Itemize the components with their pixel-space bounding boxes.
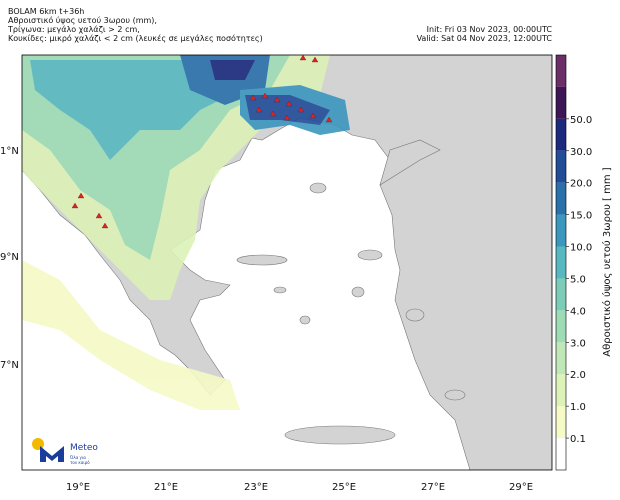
header-line: Valid: Sat 04 Nov 2023, 12:00UTC: [417, 34, 553, 43]
colorbar-label: 20.0: [570, 179, 592, 190]
colorbar-label: 2.0: [570, 370, 586, 381]
colorbar-swatch: [556, 246, 566, 279]
colorbar-swatch: [556, 118, 566, 151]
x-tick-label: 25°E: [332, 482, 356, 493]
header-line: BOLAM 6km t+36h: [8, 7, 84, 16]
logo-tagline: τον καιρό: [70, 460, 90, 465]
map: Meteo Όλα για τον καιρό: [22, 55, 552, 470]
colorbar-label: 15.0: [570, 211, 592, 222]
x-tick-label: 21°E: [154, 482, 178, 493]
colorbar-frame: [555, 54, 567, 471]
colorbar-swatch: [556, 438, 566, 470]
colorbar-swatch: [556, 55, 566, 87]
header-line: Τρίγωνα: μεγάλο χαλάζι > 2 cm,: [7, 25, 140, 34]
header: BOLAM 6km t+36h Αθροιστικό ύψος υετού 3ω…: [7, 7, 552, 43]
y-axis: 1°N 9°N 7°N: [0, 146, 19, 371]
colorbar-swatch: [556, 310, 566, 343]
colorbar-swatch: [556, 342, 566, 375]
logo-tagline: Όλα για: [69, 455, 86, 460]
header-line: Αθροιστικό ύψος υετού 3ωρου (mm),: [8, 15, 157, 25]
colorbar-swatch: [556, 406, 566, 439]
logo-name: Meteo: [70, 443, 98, 453]
colorbar-label: 4.0: [570, 306, 586, 317]
x-tick-label: 19°E: [66, 482, 90, 493]
x-tick-label: 27°E: [421, 482, 445, 493]
y-tick-label: 7°N: [0, 360, 19, 371]
x-tick-label: 23°E: [244, 482, 268, 493]
colorbar-swatch: [556, 278, 566, 311]
colorbar-label: 50.0: [570, 115, 592, 126]
colorbar-label: 3.0: [570, 338, 586, 349]
header-line: Init: Fri 03 Nov 2023, 00:00UTC: [427, 25, 553, 34]
colorbar-label: 1.0: [570, 402, 586, 413]
colorbar-label: 30.0: [570, 147, 592, 158]
colorbar-swatch: [556, 374, 566, 407]
colorbar: Αθροιστικό ύψος υετού 3ωρου [ mm ] 0.1 1.…: [555, 54, 613, 471]
colorbar-label: 5.0: [570, 274, 586, 285]
colorbar-swatch: [556, 182, 566, 215]
colorbar-swatch: [556, 150, 566, 183]
colorbar-swatch: [556, 214, 566, 247]
logo: Meteo Όλα για τον καιρό: [32, 438, 98, 465]
colorbar-label: 10.0: [570, 243, 592, 254]
colorbar-title: Αθροιστικό ύψος υετού 3ωρου [ mm ]: [601, 167, 613, 356]
y-tick-label: 1°N: [0, 146, 19, 157]
y-tick-label: 9°N: [0, 252, 19, 263]
colorbar-swatch: [556, 86, 566, 119]
x-axis: 19°E 21°E 23°E 25°E 27°E 29°E: [66, 482, 533, 493]
colorbar-label: 0.1: [570, 434, 586, 445]
map-frame: [21, 54, 553, 471]
x-tick-label: 29°E: [509, 482, 533, 493]
header-line: Κουκίδες: μικρό χαλάζι < 2 cm (λευκές σε…: [8, 33, 263, 43]
